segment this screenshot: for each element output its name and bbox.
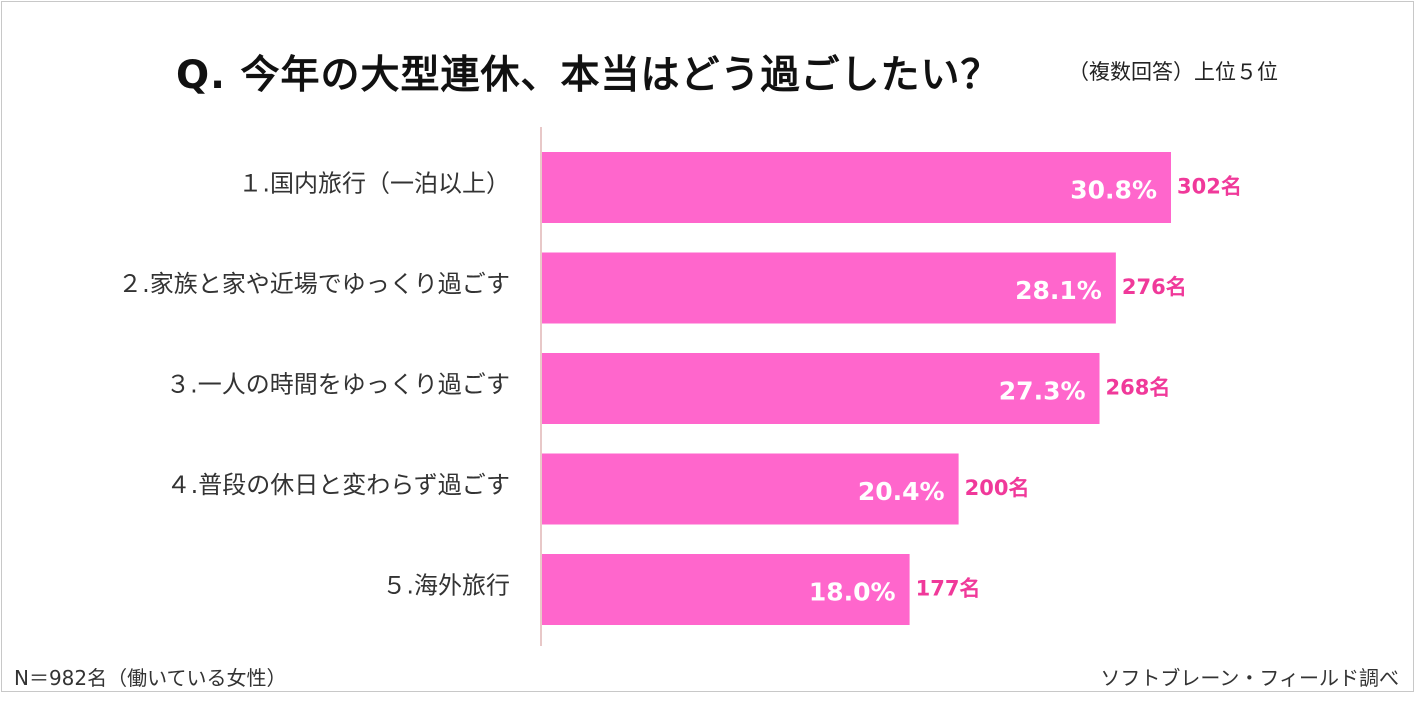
bar — [542, 252, 1116, 324]
bar — [542, 152, 1171, 223]
bar — [542, 453, 959, 525]
chart-subtitle: （複数回答）上位５位 — [1068, 60, 1278, 84]
category-label: １.国内旅行（一泊以上） — [238, 170, 510, 198]
bar — [542, 353, 1100, 424]
count-label: 177名 — [916, 577, 981, 601]
count-label: 268名 — [1106, 376, 1171, 400]
value-label: 30.8% — [1070, 176, 1157, 205]
bar — [542, 554, 910, 625]
chart-title: Q. 今年の大型連休、本当はどう過ごしたい？ — [176, 53, 1001, 98]
category-label: ４.普段の休日と変わらず過ごす — [167, 471, 510, 499]
source-note: ソフトブレーン・フィールド調べ — [1100, 666, 1399, 690]
count-label: 302名 — [1177, 175, 1242, 199]
count-label: 200名 — [965, 476, 1030, 500]
value-label: 27.3% — [999, 377, 1086, 406]
category-label: ２.家族と家や近場でゆっくり過ごす — [118, 270, 510, 298]
value-label: 20.4% — [858, 477, 945, 506]
sample-note: N＝982名（働いている女性） — [14, 666, 287, 690]
value-label: 18.0% — [809, 578, 896, 607]
count-label: 276名 — [1122, 275, 1187, 299]
category-label: ５.海外旅行 — [382, 572, 510, 600]
category-label: ３.一人の時間をゆっくり過ごす — [166, 371, 510, 399]
value-label: 28.1% — [1015, 276, 1102, 305]
